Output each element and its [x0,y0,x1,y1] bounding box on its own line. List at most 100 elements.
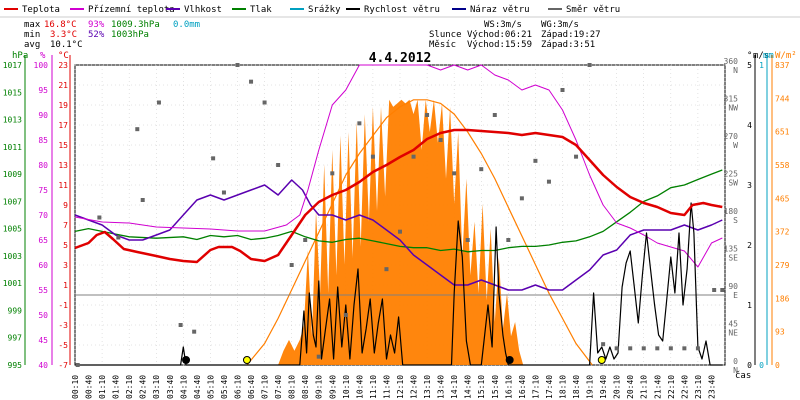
wm2-tick-label: 186 [775,294,790,303]
wind-direction-marker [465,238,470,242]
wind-direction-marker [343,313,348,317]
time-tick-label: 05:40 [220,375,229,399]
legend-label: Teplota [22,5,60,15]
deg-tick-dir: N [733,366,738,375]
wind-direction-marker [135,127,140,132]
wind-direction-marker [221,190,226,195]
legend-label: Přízemní teplota [88,5,175,15]
wind-direction-marker [601,342,606,347]
deg-tick-label: 360 [724,57,739,66]
stats-max-rain: 0.0mm [173,20,200,30]
hpa-tick-label: 997 [8,334,23,343]
wind-direction-marker [398,229,402,234]
time-tick-label: 16:10 [504,375,513,399]
mm-tick-label: 1 [759,61,764,70]
pct-tick-label: 75 [38,186,48,195]
ms-tick-label: 2 [747,241,752,250]
hpa-tick-label: 1009 [3,170,22,179]
sun-marker [242,356,251,364]
ms-tick-label: 0 [747,361,752,370]
deg-tick-dir: NE [728,329,738,338]
wind-direction-marker [370,154,375,159]
hpa-tick-label: 999 [8,306,23,315]
wind-direction-marker [156,100,161,105]
mm-tick-label: 0 [759,361,764,370]
astro-ws: WS:3m/s [484,20,522,30]
deg-tick-dir: S [733,216,738,225]
c-tick-label: -5 [58,341,68,350]
hpa-tick-label: 1017 [3,61,22,70]
wm2-tick-label: 837 [775,61,790,70]
wm2-tick-label: 0 [775,361,780,370]
wind-direction-marker [384,267,389,272]
c-tick-label: -7 [58,361,68,370]
wind-direction-marker [276,163,281,167]
time-tick-label: 12:40 [410,375,419,399]
time-tick-label: 23:10 [694,375,703,399]
sun-marker [597,356,606,364]
wind-direction-marker [357,121,362,126]
time-tick-label: 14:10 [450,375,459,399]
stats-max-hum: 93% [88,20,105,30]
c-tick-label: 11 [58,181,68,190]
pct-tick-label: 55 [38,286,48,295]
time-tick-label: 01:40 [112,375,121,399]
c-tick-label: -1 [58,301,68,310]
hpa-tick-label: 1003 [3,252,22,261]
ms-tick-label: 1 [747,301,752,310]
c-tick-label: 9 [63,201,68,210]
astro-block: WS:3m/s WG:3m/s Slunce Východ:06:21 Zápa… [429,20,601,50]
pct-tick-label: 40 [38,361,48,370]
wind-direction-marker [587,63,592,67]
c-tick-label: 1 [63,281,68,290]
wm2-tick-label: 465 [775,194,790,203]
c-tick-label: 17 [58,121,68,130]
time-tick-label: 23:40 [708,375,717,399]
hpa-tick-label: 1007 [3,197,22,206]
hpa-tick-label: 1005 [3,225,22,234]
time-tick-label: 06:40 [247,375,256,399]
wind-direction-marker [75,363,80,367]
wind-direction-marker [235,63,240,67]
time-tick-label: 04:40 [193,375,202,399]
deg-tick-label: 45 [728,320,738,329]
wind-direction-marker [546,179,551,184]
stats-min-temp: 3.3°C [50,30,77,40]
time-tick-label: 00:40 [85,375,94,399]
ms-tick-label: 5 [747,61,752,70]
wind-direction-marker [641,346,646,351]
wind-direction-marker [655,346,660,351]
wind-direction-marker [574,154,579,159]
wind-direction-marker [211,156,216,161]
wind-direction-marker [249,79,254,84]
wind-direction-marker [668,346,673,351]
wind-speed-line [75,202,723,366]
pct-tick-label: 70 [38,211,48,220]
wind-direction-marker [560,88,565,92]
axes: 1017101510131011100910071005100310019999… [3,55,790,399]
wind-direction-marker [614,346,619,351]
stats-max-label: max [24,20,41,30]
temperature-line [74,128,723,264]
astro-moon-label: Měsíc [429,40,456,50]
time-tick-label: 21:10 [640,375,649,399]
deg-tick-dir: NW [728,104,738,113]
wind-direction-marker [262,100,267,105]
axis-unit-hpa: hPa [12,51,28,61]
stats-avg-label: avg [24,40,40,50]
wm2-tick-label: 93 [775,328,785,337]
wind-direction-marker [140,198,145,202]
wm2-tick-label: 744 [775,94,790,103]
axis-unit-deg: ° [747,51,752,61]
axis-unit-mm: mm [763,51,774,61]
wind-direction-marker [411,154,416,159]
time-tick-label: 03:40 [166,375,175,399]
pct-tick-label: 100 [34,61,49,70]
time-tick-label: 08:40 [301,375,310,399]
wind-direction-marker [316,354,321,359]
wind-direction-marker [192,329,197,334]
deg-tick-dir: SW [728,179,738,188]
wind-direction-marker [97,215,102,220]
c-tick-label: 5 [63,241,68,250]
